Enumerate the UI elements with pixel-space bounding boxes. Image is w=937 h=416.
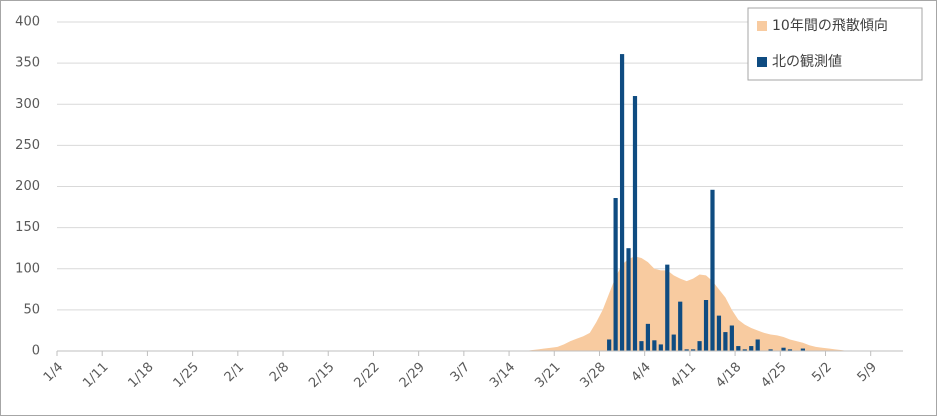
y-tick-label: 50 (23, 302, 40, 317)
bar (607, 339, 612, 351)
bar (755, 339, 760, 351)
bar (781, 347, 786, 351)
bar (671, 334, 676, 351)
bar (665, 264, 670, 351)
area (60, 256, 900, 351)
bar (639, 341, 644, 351)
legend-label: 10年間の飛散傾向 (772, 18, 888, 34)
y-tick-label: 0 (32, 344, 40, 359)
bar (626, 248, 631, 351)
bar (710, 189, 715, 351)
bar (632, 96, 638, 352)
bar (729, 325, 734, 351)
legend-box (747, 7, 923, 81)
bar (800, 348, 805, 351)
y-tick-label: 250 (15, 138, 40, 153)
bar (703, 300, 709, 351)
bar (652, 340, 657, 351)
bar (736, 346, 741, 351)
y-tick-label: 350 (15, 56, 40, 71)
bar (613, 198, 618, 351)
bar (749, 346, 754, 351)
bar (678, 301, 683, 351)
y-tick-label: 100 (15, 261, 40, 276)
bar (768, 349, 773, 351)
legend-swatch (757, 57, 767, 67)
legend-label: 北の観測値 (772, 53, 842, 70)
bar (742, 349, 747, 351)
y-tick-label: 300 (15, 97, 40, 112)
bar (645, 323, 651, 351)
bar (716, 315, 722, 351)
legend-swatch (757, 21, 767, 31)
bar (619, 54, 625, 351)
y-tick-label: 150 (15, 220, 40, 235)
bar (787, 349, 793, 351)
bar (684, 349, 689, 351)
y-tick-label: 400 (15, 15, 40, 30)
y-tick-label: 200 (15, 179, 40, 194)
bar (723, 332, 728, 351)
bar (697, 341, 702, 351)
bar (691, 349, 696, 351)
bar (658, 344, 663, 351)
plot (60, 54, 900, 352)
